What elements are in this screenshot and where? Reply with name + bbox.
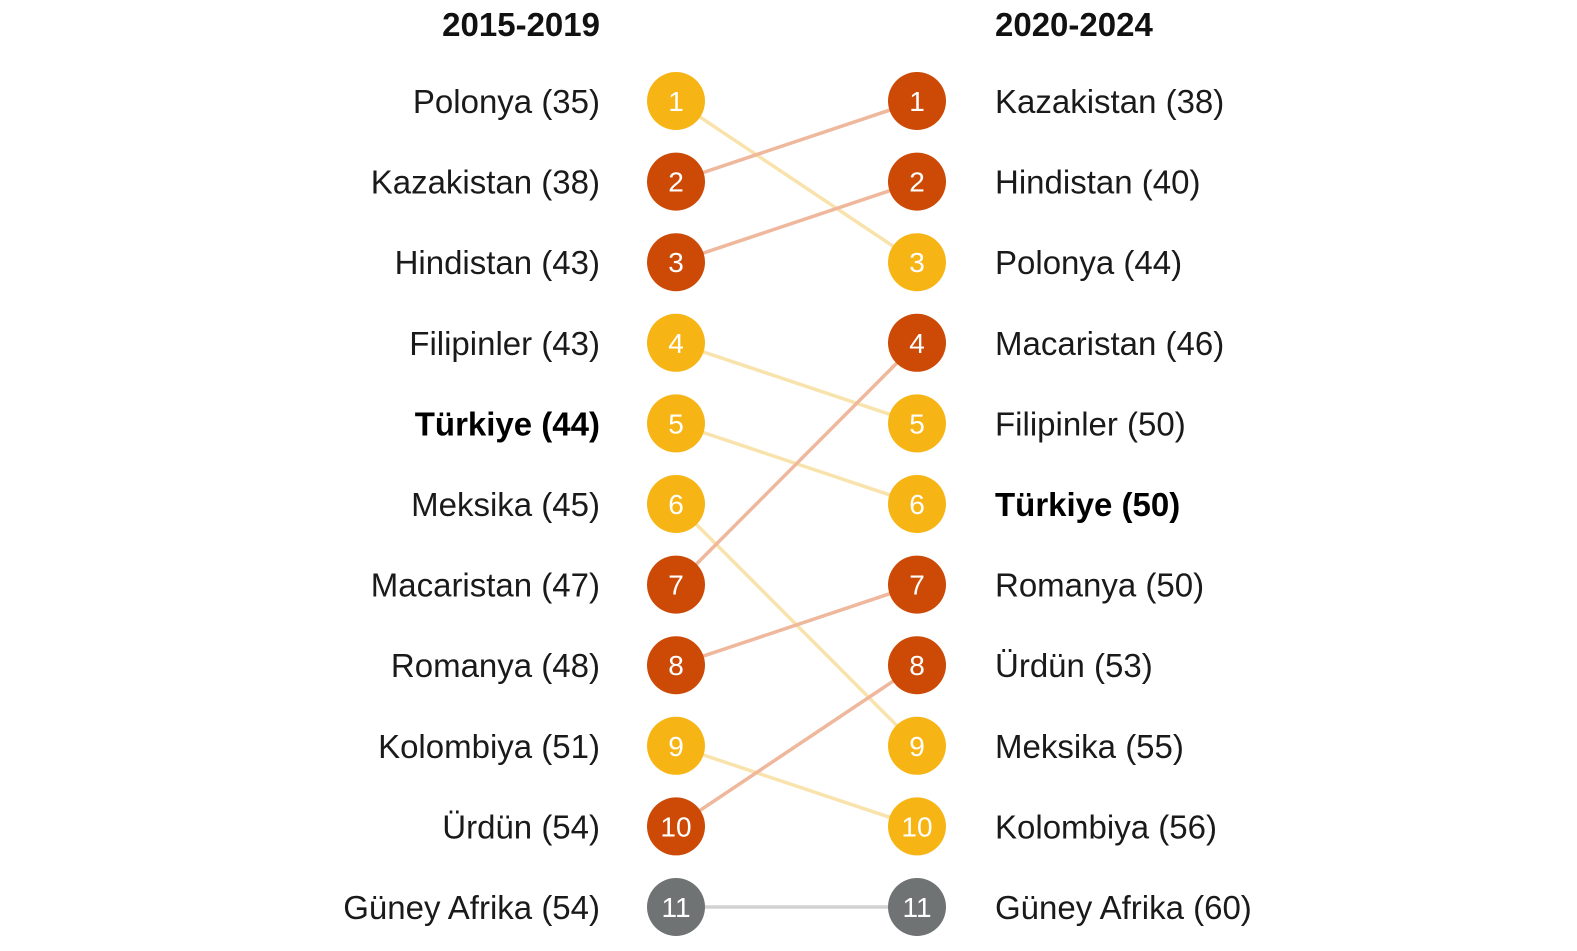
left-label-turkiye: Türkiye (44): [415, 405, 600, 442]
right-rank-number-6: 6: [909, 489, 925, 520]
right-rank-circle-10: [888, 797, 946, 856]
left-rank-circle-4: [647, 313, 705, 372]
left-rank-number-1: 1: [668, 86, 684, 117]
left-rank-number-2: 2: [668, 167, 684, 198]
left-rank-number-11: 11: [661, 892, 690, 923]
connector-lines: [674, 99, 919, 909]
right-rank-number-1: 1: [909, 86, 925, 117]
right-label-macaristan: Macaristan (46): [995, 325, 1224, 362]
connector-kolombiya: [675, 744, 918, 829]
left-rank-number-4: 4: [668, 328, 684, 359]
left-rank-circle-11: [647, 878, 705, 936]
right-rank-circle-6: [888, 475, 946, 533]
right-rank-circle-7: [888, 555, 946, 614]
right-rank-circle-2: [888, 152, 946, 211]
right-label-guney-afrika: Güney Afrika (60): [995, 889, 1252, 926]
right-label-urdun: Ürdün (53): [995, 647, 1153, 684]
right-label-kolombiya: Kolombiya (56): [995, 808, 1217, 845]
left-label-kolombiya: Kolombiya (51): [378, 728, 600, 765]
right-label-polonya: Polonya (44): [995, 244, 1182, 281]
right-rank-number-3: 3: [909, 247, 925, 278]
left-rank-number-7: 7: [668, 570, 684, 601]
left-rank-circle-8: [647, 636, 705, 695]
connector-kazakistan: [675, 99, 918, 184]
right-rank-number-2: 2: [909, 167, 925, 198]
right-rank-number-11: 11: [902, 892, 931, 923]
left-rank-number-3: 3: [668, 247, 684, 278]
left-label-hindistan: Hindistan (43): [395, 244, 600, 281]
right-period-title: 2020-2024: [995, 6, 1153, 43]
connector-romanya: [675, 582, 918, 667]
right-rank-circle-8: [888, 636, 946, 695]
left-label-kazakistan: Kazakistan (38): [371, 164, 600, 201]
right-label-filipinler: Filipinler (50): [995, 405, 1186, 442]
connector-macaristan: [674, 341, 919, 586]
right-label-meksika: Meksika (55): [995, 728, 1184, 765]
left-rank-circle-1: [647, 72, 705, 130]
left-rank-number-10: 10: [660, 811, 691, 842]
right-label-romanya: Romanya (50): [995, 567, 1204, 604]
left-rank-circle-2: [647, 152, 705, 211]
left-label-macaristan: Macaristan (47): [371, 567, 600, 604]
connector-hindistan: [675, 179, 918, 264]
right-ranking: 1 Kazakistan (38) 2 Hindistan (40) 3 Polonya …: [888, 72, 1252, 936]
left-rank-number-9: 9: [668, 731, 684, 762]
left-label-urdun: Ürdün (54): [442, 808, 600, 845]
right-rank-number-4: 4: [909, 328, 925, 359]
left-label-filipinler: Filipinler (43): [409, 325, 600, 362]
left-rank-circle-7: [647, 555, 705, 614]
right-rank-number-9: 9: [909, 731, 925, 762]
left-rank-circle-10: [647, 797, 705, 856]
right-rank-circle-11: [888, 878, 946, 936]
right-rank-number-8: 8: [909, 650, 925, 681]
left-label-romanya: Romanya (48): [391, 647, 600, 684]
connector-urdun: [675, 663, 918, 828]
right-label-hindistan: Hindistan (40): [995, 164, 1200, 201]
right-rank-circle-9: [888, 716, 946, 775]
connector-polonya: [675, 99, 918, 264]
right-label-turkiye: Türkiye (50): [995, 486, 1180, 523]
right-rank-number-10: 10: [901, 811, 932, 842]
right-label-kazakistan: Kazakistan (38): [995, 83, 1224, 120]
connector-filipinler: [675, 341, 918, 426]
left-ranking: 1 Polonya (35) 2 Kazakistan (38) 3 Hindistan …: [343, 72, 705, 936]
left-rank-circle-6: [647, 475, 705, 533]
left-label-guney-afrika: Güney Afrika (54): [343, 889, 600, 926]
left-rank-number-6: 6: [668, 489, 684, 520]
left-label-polonya: Polonya (35): [413, 83, 600, 120]
left-rank-circle-3: [647, 233, 705, 292]
left-label-meksika: Meksika (45): [411, 486, 600, 523]
right-rank-circle-4: [888, 313, 946, 372]
left-rank-number-5: 5: [668, 408, 684, 439]
left-rank-number-8: 8: [668, 650, 684, 681]
left-rank-circle-9: [647, 716, 705, 775]
right-rank-circle-1: [888, 72, 946, 130]
right-rank-circle-3: [888, 233, 946, 292]
left-rank-circle-5: [647, 394, 705, 453]
right-rank-number-7: 7: [909, 570, 925, 601]
left-period-title: 2015-2019: [442, 6, 600, 43]
right-rank-circle-5: [888, 394, 946, 453]
right-rank-number-5: 5: [909, 408, 925, 439]
